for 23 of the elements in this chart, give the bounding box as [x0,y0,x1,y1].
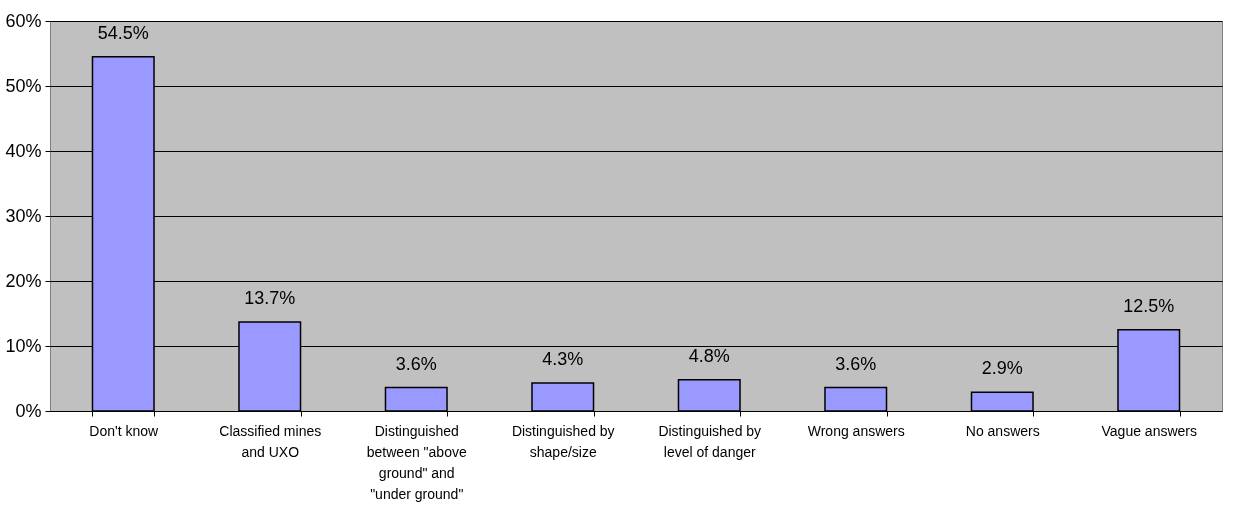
data-label: 13.7% [244,287,296,308]
x-tick-label: Wrong answers [807,422,905,439]
y-tick-label: 10% [5,335,42,356]
data-label: 54.5% [97,22,149,43]
y-tick-label: 60% [5,10,42,31]
x-tick-label: Distinguished between "above ground" and "under ground" [366,422,467,502]
x-tick-label: Distinguished by level of danger [658,422,762,460]
y-tick-label: 40% [5,140,42,161]
y-tick-label: 50% [5,75,42,96]
x-tick-label: Classified mines and UXO [219,422,322,460]
data-label: 3.6% [395,353,437,374]
x-tick-label: Vague answers [1101,422,1197,439]
y-tick-label: 0% [15,400,42,421]
data-label: 3.6% [835,353,877,374]
data-label: 12.5% [1123,295,1175,316]
y-tick-label: 30% [5,205,42,226]
x-tick-label: Don't know [89,422,160,439]
x-tick-label: No answers [965,422,1040,439]
data-label: 4.3% [542,349,584,370]
y-tick-label: 20% [5,270,42,291]
data-label: 2.9% [981,358,1023,379]
data-label: 4.8% [688,345,730,366]
x-tick-label: Distinguished by shape/size [511,422,615,460]
